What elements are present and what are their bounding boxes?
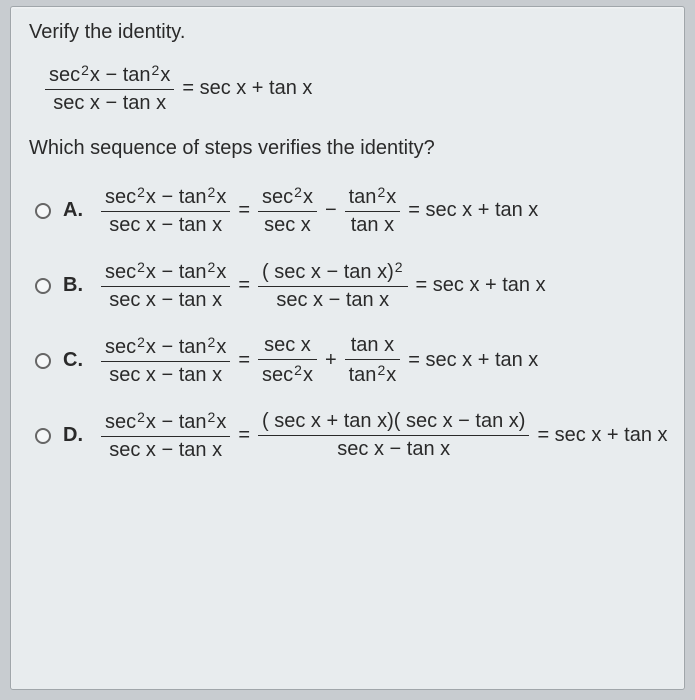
rhs-denominator: sec x [260, 214, 315, 237]
prompt-text: Verify the identity. [29, 21, 666, 44]
lhs-numerator: sec2x − tan2x [101, 409, 230, 434]
fraction-bar [258, 359, 317, 360]
lhs-denominator: sec x − tan x [105, 439, 226, 462]
radio-button[interactable] [35, 203, 51, 219]
expr-text: = sec x + tan x [537, 424, 667, 447]
fraction-bar [345, 211, 401, 212]
expr-text: = sec x + tan x [408, 199, 538, 222]
fraction-bar [258, 211, 317, 212]
lhs-fraction: sec2x − tan2x sec x − tan x [101, 259, 230, 312]
lhs-fraction: sec2x − tan2x sec x − tan x [101, 409, 230, 462]
expr-text: = sec x + tan x [408, 349, 538, 372]
rhs-denominator: tan x [347, 214, 398, 237]
fraction-bar [258, 435, 529, 436]
rhs-numerator: ( sec x + tan x)( sec x − tan x) [258, 410, 529, 433]
fraction-bar [45, 89, 174, 90]
option-label: A. [63, 199, 83, 222]
option-label: D. [63, 424, 83, 447]
expr-text: = sec x + tan x [416, 274, 546, 297]
radio-button[interactable] [35, 428, 51, 444]
lhs-numerator: sec2x − tan2x [101, 334, 230, 359]
lhs-denominator: sec x − tan x [105, 214, 226, 237]
lhs-fraction: sec2x − tan2x sec x − tan x [101, 334, 230, 387]
rhs-fraction: ( sec x + tan x)( sec x − tan x) sec x − … [258, 410, 529, 461]
rhs-fraction: tan x tan2x [345, 334, 401, 387]
lhs-denominator: sec x − tan x [105, 289, 226, 312]
identity-denominator: sec x − tan x [49, 92, 170, 115]
expr-text: = [238, 424, 250, 447]
option-row[interactable]: B. sec2x − tan2x sec x − tan x = ( sec x − t… [35, 259, 666, 312]
option-expression: sec2x − tan2x sec x − tan x = sec x sec2x + ta… [97, 334, 542, 387]
identity-expression: sec2x − tan2x sec x − tan x = sec x + ta… [41, 62, 666, 115]
radio-button[interactable] [35, 278, 51, 294]
fraction-bar [345, 359, 401, 360]
question-panel: Verify the identity. sec2x − tan2x sec x… [10, 6, 685, 690]
rhs-fraction: sec x sec2x [258, 334, 317, 387]
fraction-bar [101, 361, 230, 362]
rhs-fraction: sec2x sec x [258, 184, 317, 237]
option-expression: sec2x − tan2x sec x − tan x = ( sec x + tan… [97, 409, 672, 462]
expr-text: + [325, 349, 337, 372]
option-label: B. [63, 274, 83, 297]
lhs-numerator: sec2x − tan2x [101, 184, 230, 209]
rhs-fraction: tan2x tan x [345, 184, 401, 237]
lhs-fraction: sec2x − tan2x sec x − tan x [101, 184, 230, 237]
rhs-denominator: sec x − tan x [272, 289, 393, 312]
expr-text: = [238, 349, 250, 372]
options-list: A.sec2x − tan2xsec x − tan x=sec2xsec x−… [29, 184, 666, 462]
option-row[interactable]: A. sec2x − tan2x sec x − tan x = sec2x sec x−… [35, 184, 666, 237]
fraction-bar [101, 211, 230, 212]
rhs-numerator: tan x [347, 334, 398, 357]
option-expression: sec2x − tan2x sec x − tan x = sec2x sec x−ta… [97, 184, 542, 237]
rhs-numerator: sec2x [258, 184, 317, 209]
subprompt-text: Which sequence of steps verifies the ide… [29, 137, 666, 160]
lhs-denominator: sec x − tan x [105, 364, 226, 387]
fraction-bar [101, 436, 230, 437]
rhs-fraction: ( sec x − tan x)2 sec x − tan x [258, 259, 408, 312]
lhs-numerator: sec2x − tan2x [101, 259, 230, 284]
fraction-bar [258, 286, 408, 287]
option-label: C. [63, 349, 83, 372]
expr-text: − [325, 199, 337, 222]
expr-text: = [238, 199, 250, 222]
option-expression: sec2x − tan2x sec x − tan x = ( sec x − tan… [97, 259, 550, 312]
radio-button[interactable] [35, 353, 51, 369]
fraction-bar [101, 286, 230, 287]
option-row[interactable]: D. sec2x − tan2x sec x − tan x = ( sec x + t… [35, 409, 666, 462]
identity-rhs: = sec x + tan x [182, 77, 312, 100]
rhs-numerator: sec x [260, 334, 315, 357]
expr-text: = [238, 274, 250, 297]
identity-numerator: sec2x − tan2x [45, 62, 174, 87]
rhs-numerator: tan2x [345, 184, 401, 209]
option-row[interactable]: C. sec2x − tan2x sec x − tan x = sec x sec2x +… [35, 334, 666, 387]
rhs-denominator: sec x − tan x [333, 438, 454, 461]
rhs-denominator: sec2x [258, 362, 317, 387]
identity-lhs-fraction: sec2x − tan2x sec x − tan x [45, 62, 174, 115]
rhs-denominator: tan2x [345, 362, 401, 387]
rhs-numerator: ( sec x − tan x)2 [258, 259, 408, 284]
